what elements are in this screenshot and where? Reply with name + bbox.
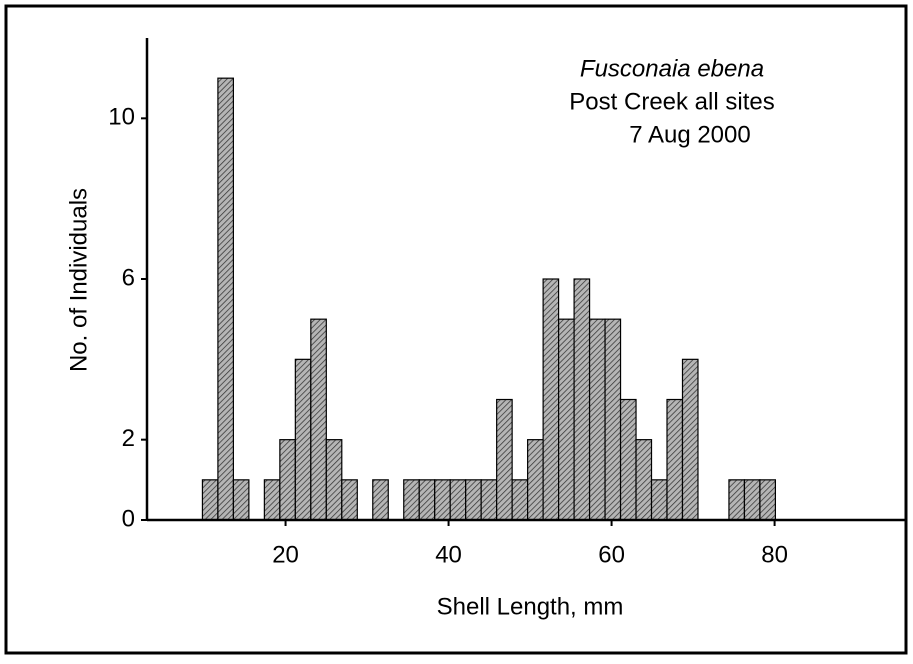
y-tick-label: 6 bbox=[122, 264, 135, 291]
bar bbox=[465, 479, 482, 521]
bar bbox=[418, 479, 436, 521]
bar bbox=[480, 479, 498, 521]
bar bbox=[434, 479, 451, 521]
bar bbox=[728, 479, 746, 521]
x-tick-label: 40 bbox=[435, 541, 462, 568]
bar bbox=[372, 479, 389, 521]
y-axis-label: No. of Individuals bbox=[65, 188, 92, 372]
y-tick-label: 0 bbox=[122, 505, 135, 532]
y-tick-label: 10 bbox=[108, 104, 135, 131]
bar bbox=[325, 439, 343, 521]
bar bbox=[619, 398, 637, 521]
bar bbox=[263, 479, 281, 521]
bar bbox=[573, 278, 591, 521]
bar bbox=[403, 479, 420, 521]
bar bbox=[341, 479, 358, 521]
chart-subtitle: Post Creek all sites bbox=[569, 88, 774, 115]
bar bbox=[588, 318, 606, 521]
bar bbox=[310, 318, 327, 521]
bar bbox=[294, 358, 312, 521]
bar bbox=[759, 479, 777, 521]
bar bbox=[279, 439, 296, 521]
bar bbox=[527, 439, 544, 521]
x-tick-label: 60 bbox=[598, 541, 625, 568]
bar bbox=[201, 479, 219, 521]
chart-title: Fusconaia ebena bbox=[580, 55, 764, 82]
bar bbox=[681, 358, 699, 521]
bar bbox=[496, 398, 513, 521]
bar bbox=[635, 439, 653, 521]
x-tick-label: 80 bbox=[761, 541, 788, 568]
x-axis-label: Shell Length, mm bbox=[437, 593, 624, 620]
x-tick-label: 20 bbox=[272, 541, 299, 568]
bar bbox=[542, 278, 560, 521]
y-tick-label: 2 bbox=[122, 425, 135, 452]
bar bbox=[217, 77, 234, 521]
bar bbox=[743, 479, 761, 521]
chart-subtitle: 7 Aug 2000 bbox=[629, 121, 750, 148]
bar bbox=[232, 479, 250, 521]
bar bbox=[449, 479, 467, 521]
bar bbox=[558, 318, 575, 521]
bar bbox=[604, 318, 622, 521]
bar bbox=[666, 398, 684, 521]
bar bbox=[511, 479, 529, 521]
frame bbox=[4, 4, 908, 655]
bar bbox=[650, 479, 668, 521]
